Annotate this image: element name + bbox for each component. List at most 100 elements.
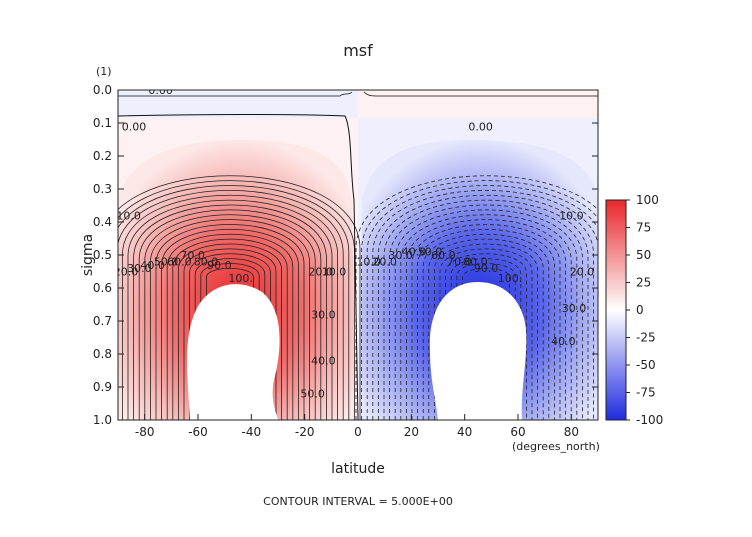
y-axis: 0.0 0.1 0.2 0.3 0.4 0.5 0.6 0.7 0.8 0.9 1.0: [93, 83, 598, 427]
ground-mask-northern: [429, 282, 527, 420]
contour-line: [389, 204, 583, 420]
x-tick-label: -40: [242, 425, 262, 439]
contour-line: [439, 248, 533, 420]
x-tick-label: 40: [457, 425, 472, 439]
contour-line: [161, 229, 299, 420]
contour-line: [434, 243, 538, 420]
contours-negative: [355, 175, 598, 420]
contour-label: 30.0: [311, 308, 336, 321]
x-tick-label: -20: [295, 425, 315, 439]
contour-line: [166, 234, 294, 420]
negative-cell-shading: [360, 140, 598, 420]
y-tick-label: 0.2: [93, 149, 112, 163]
contour-label: 30.0: [388, 249, 413, 262]
contour-label: 30.0: [127, 262, 152, 275]
zero-contour: [118, 114, 359, 420]
contour-line: [394, 209, 578, 420]
contour-label: 40.0: [402, 246, 427, 259]
contour-line: [122, 194, 338, 420]
contour-label: 70.0: [447, 256, 472, 269]
contour-label: 50.0: [154, 256, 179, 269]
contour-line: [445, 253, 527, 420]
contour-label: 90.0: [207, 259, 232, 272]
contour-label: 10.0: [356, 256, 381, 269]
contour-line: [400, 214, 572, 420]
zero-contour-top: [118, 91, 598, 97]
colorbar-tick-label: 25: [636, 276, 651, 290]
contour-line: [456, 263, 516, 420]
y-tick-label: 0.8: [93, 347, 112, 361]
contour-label: 50.0: [300, 388, 325, 401]
x-tick-label: -60: [188, 425, 208, 439]
y-tick-label: 0.5: [93, 248, 112, 262]
y-tick-label: 0.1: [93, 116, 112, 130]
colorbar-tick-label: -50: [636, 358, 656, 372]
colorbar: [605, 199, 627, 421]
x-tick-label: 0: [354, 425, 362, 439]
colorbar-tick-label: -25: [636, 331, 656, 345]
contour-label: 50.0: [418, 246, 443, 259]
contour-label: 80.0: [463, 256, 488, 269]
colorbar-tick-label: 0: [636, 303, 644, 317]
contour-line: [428, 238, 544, 420]
y-tick-label: 1.0: [93, 413, 112, 427]
contour-labels: 0.000.00 0.0010.020.030.040.050.060.070.0…: [114, 90, 594, 401]
x-tick-label: -80: [135, 425, 155, 439]
contour-label: 40.0: [551, 335, 576, 348]
y-tick-label: 0.0: [93, 83, 112, 97]
contour-label: 10.0: [116, 209, 141, 222]
contour-label: 40.0: [311, 355, 336, 368]
contour-label: 0.00: [468, 120, 493, 133]
x-unit-note: (degrees_north): [512, 440, 600, 453]
contour-label: 40.0: [140, 259, 165, 272]
contour-line: [118, 180, 355, 420]
contour-line: [200, 263, 260, 420]
x-tick-label: 20: [404, 425, 419, 439]
colorbar-tick-label: -75: [636, 386, 656, 400]
contour-label: 20.0: [372, 256, 397, 269]
contour-line: [178, 243, 282, 420]
contour-line: [411, 224, 561, 420]
chart-title: msf: [343, 41, 373, 60]
upper-band-positive: [358, 90, 598, 118]
contour-line: [383, 199, 589, 420]
contour-label: 90.0: [474, 262, 499, 275]
contour-line: [127, 199, 333, 420]
contour-label: 20.0: [308, 266, 333, 279]
ground-mask-southern: [187, 284, 280, 420]
contour-label: 80.0: [194, 256, 219, 269]
x-axis: -80 -60 -40 -20 0 20 40 60 80: [135, 414, 579, 439]
y-tick-label: 0.3: [93, 182, 112, 196]
contour-label: 100.: [498, 272, 523, 285]
contour-line: [462, 268, 510, 420]
upper-band-negative: [118, 90, 358, 118]
contour-line: [206, 268, 254, 420]
contour-label: 100.: [228, 272, 253, 285]
colorbar-tick-label: 50: [636, 248, 651, 262]
contour-label: 10.0: [559, 209, 584, 222]
y-tick-label: 0.6: [93, 281, 112, 295]
plot-area: 0.000.00 0.0010.020.030.040.050.060.070.0…: [114, 90, 598, 420]
contour-line: [133, 204, 327, 420]
contour-label: 60.0: [167, 256, 192, 269]
x-axis-label: latitude: [331, 461, 385, 477]
contour-line: [172, 238, 288, 420]
x-tick-label: 80: [564, 425, 579, 439]
y-unit-note: (1): [96, 65, 112, 78]
contour-line: [361, 180, 598, 420]
contour-line: [189, 253, 271, 420]
y-tick-label: 0.9: [93, 380, 112, 394]
contour-label: 30.0: [562, 302, 587, 315]
contour-label: 0.00: [122, 120, 147, 133]
contour-line: [406, 219, 566, 420]
contour-line: [372, 190, 598, 420]
contour-label: 20.0: [114, 266, 139, 279]
contour-label: 60.0: [431, 249, 456, 262]
positive-cell-shading: [118, 140, 356, 420]
colorbar-ticks: 100 75 50 25 0 -25 -50 -75 -100: [626, 193, 663, 427]
colorbar-tick-label: 75: [636, 221, 651, 235]
contour-line: [417, 229, 555, 420]
contour-label: 70.0: [180, 249, 205, 262]
